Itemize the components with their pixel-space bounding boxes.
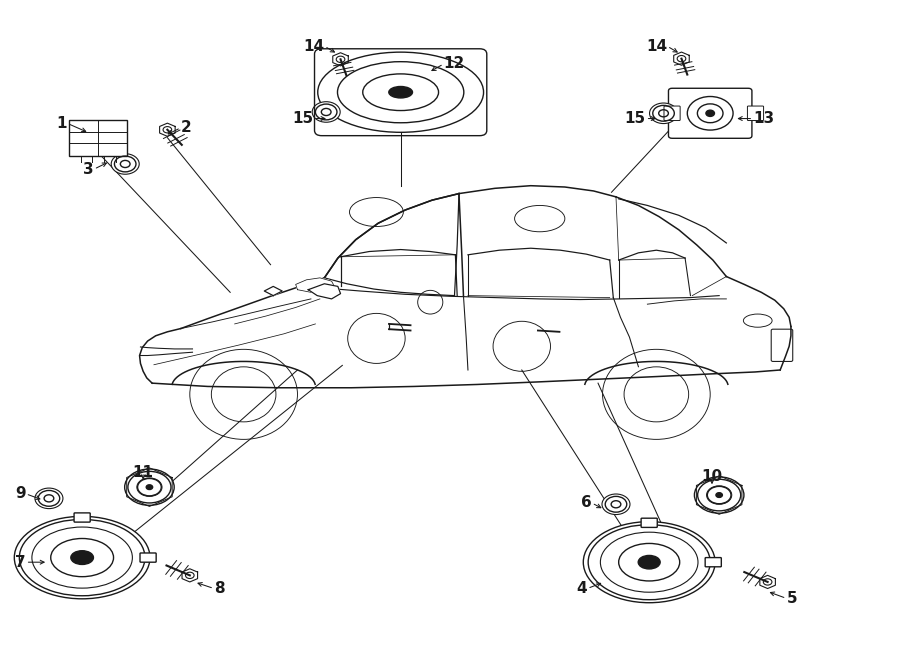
- Circle shape: [706, 110, 715, 116]
- Ellipse shape: [389, 87, 412, 98]
- Ellipse shape: [638, 555, 661, 569]
- Text: 10: 10: [701, 469, 723, 484]
- Circle shape: [112, 154, 140, 175]
- FancyBboxPatch shape: [664, 106, 680, 120]
- Circle shape: [602, 494, 630, 514]
- Text: 14: 14: [303, 38, 324, 54]
- FancyBboxPatch shape: [74, 513, 90, 522]
- Polygon shape: [308, 284, 340, 299]
- Text: 13: 13: [753, 111, 774, 126]
- Text: 2: 2: [181, 120, 192, 136]
- Text: 12: 12: [444, 56, 465, 71]
- Text: 11: 11: [132, 465, 154, 479]
- Text: 1: 1: [57, 116, 67, 131]
- FancyBboxPatch shape: [747, 106, 763, 120]
- FancyBboxPatch shape: [706, 558, 721, 566]
- Circle shape: [312, 102, 340, 122]
- Text: 14: 14: [646, 38, 667, 54]
- Text: 6: 6: [581, 496, 592, 510]
- Text: 7: 7: [15, 555, 25, 570]
- Ellipse shape: [583, 522, 716, 603]
- Polygon shape: [265, 286, 283, 295]
- Circle shape: [35, 488, 63, 508]
- FancyBboxPatch shape: [641, 518, 657, 527]
- Circle shape: [695, 477, 744, 513]
- Circle shape: [650, 103, 678, 124]
- Circle shape: [146, 485, 153, 490]
- Circle shape: [125, 469, 175, 505]
- FancyBboxPatch shape: [140, 553, 157, 563]
- FancyBboxPatch shape: [69, 120, 128, 156]
- Polygon shape: [296, 278, 335, 292]
- Text: 15: 15: [625, 111, 645, 126]
- FancyBboxPatch shape: [669, 89, 752, 138]
- Circle shape: [716, 492, 723, 498]
- Ellipse shape: [14, 516, 150, 599]
- Text: 4: 4: [577, 581, 588, 596]
- Ellipse shape: [318, 52, 483, 132]
- Ellipse shape: [71, 551, 94, 564]
- Text: 8: 8: [214, 581, 225, 596]
- Text: 15: 15: [292, 111, 313, 126]
- Text: 5: 5: [787, 591, 797, 606]
- Text: 9: 9: [15, 486, 25, 501]
- Text: 3: 3: [83, 162, 94, 176]
